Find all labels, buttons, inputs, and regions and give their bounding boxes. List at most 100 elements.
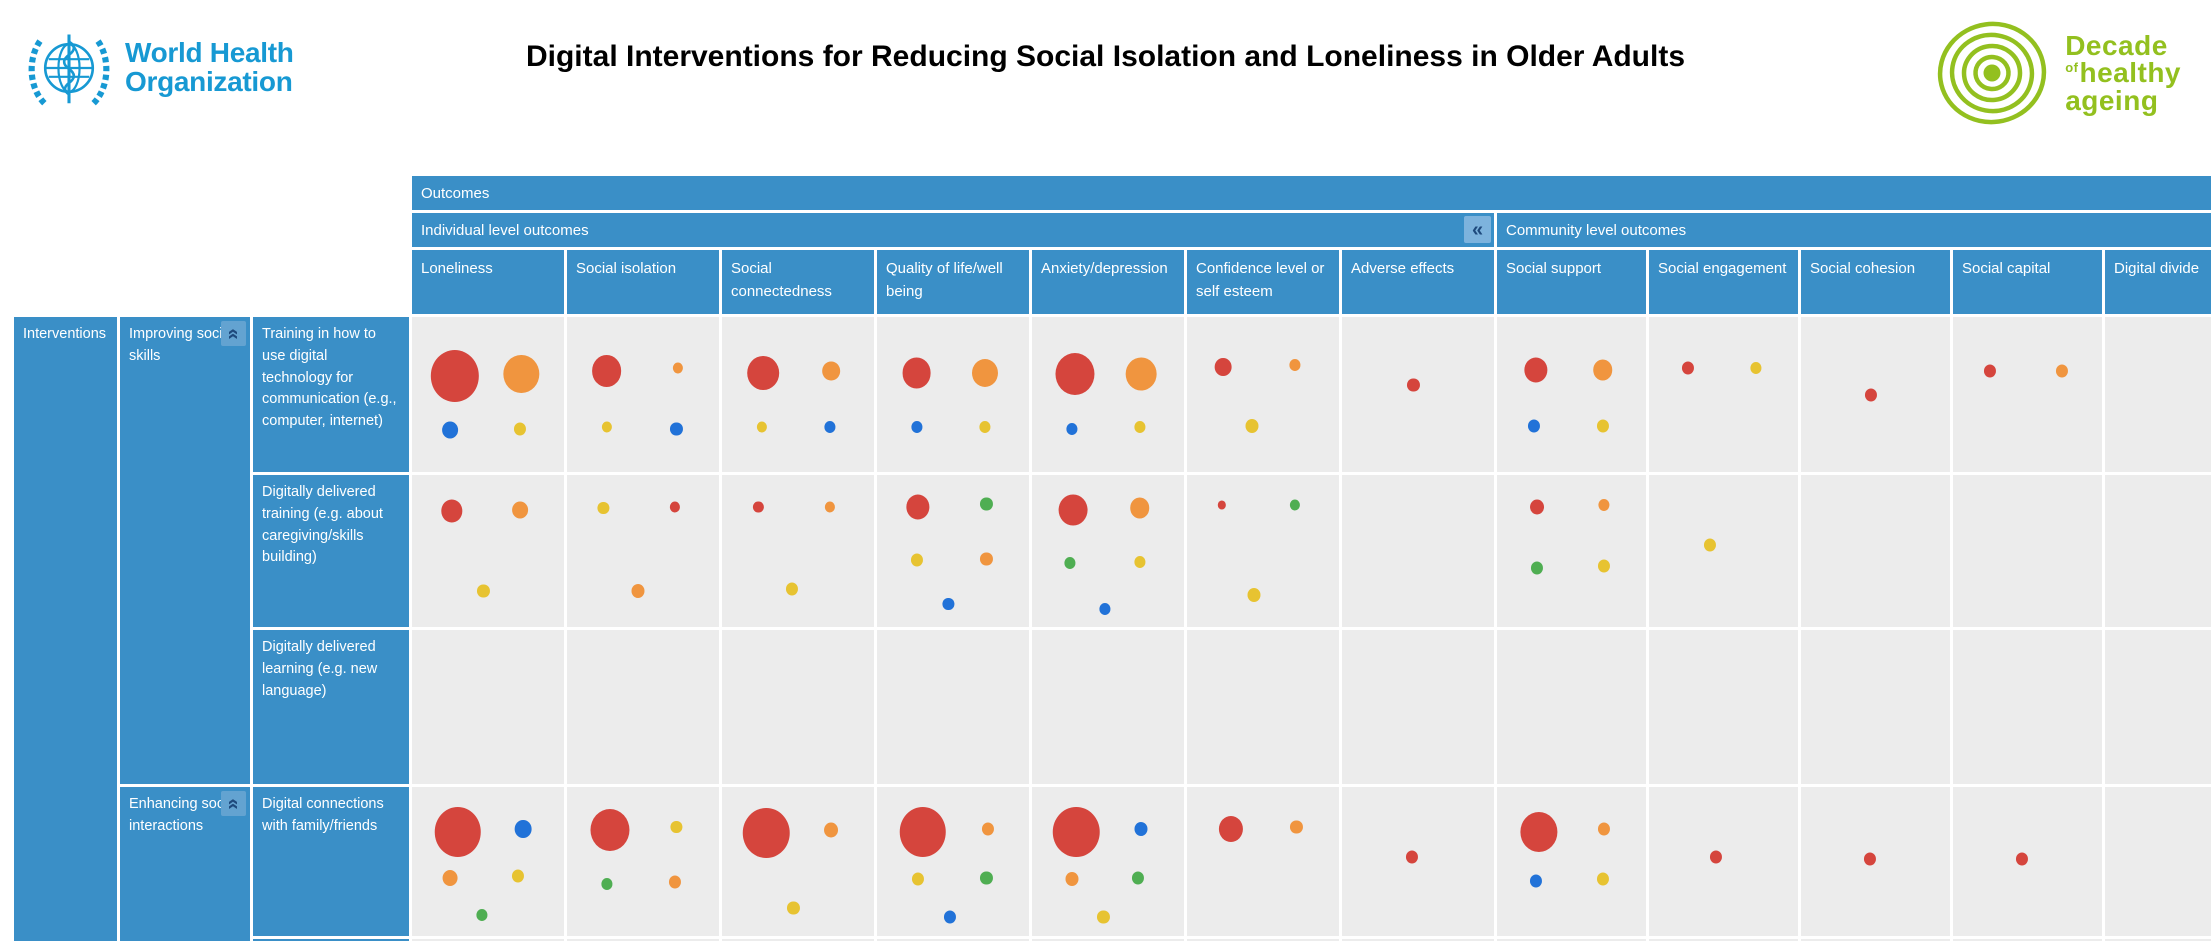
cell-r4-c0[interactable] [412,939,564,941]
bubble-yellow[interactable] [1097,910,1110,924]
bubble-orange[interactable] [512,501,528,519]
bubble-red[interactable] [434,806,481,857]
bubble-orange[interactable] [971,358,998,387]
bubble-yellow[interactable] [1247,588,1261,603]
bubble-red[interactable] [1055,353,1095,396]
bubble-orange[interactable] [631,583,645,598]
bubble-yellow[interactable] [601,421,612,433]
cell-r2-c8[interactable] [1649,630,1798,784]
bubble-orange[interactable] [1130,497,1150,519]
cell-r4-c11[interactable] [2105,939,2211,941]
bubble-blue[interactable] [514,819,532,838]
bubble-yellow[interactable] [512,869,525,883]
bubble-red[interactable] [2015,852,2028,866]
bubble-red[interactable] [747,355,779,390]
cell-r1-c2[interactable] [722,475,874,627]
bubble-yellow[interactable] [513,422,526,436]
bubble-blue[interactable] [1065,422,1078,435]
cell-r3-c6[interactable] [1342,787,1494,936]
cell-r2-c5[interactable] [1187,630,1339,784]
bubble-red[interactable] [1681,361,1694,375]
bubble-red[interactable] [590,809,630,852]
cell-r1-c8[interactable] [1649,475,1798,627]
bubble-red[interactable] [669,501,681,513]
bubble-yellow[interactable] [979,421,991,434]
cell-r3-c8[interactable] [1649,787,1798,936]
bubble-green[interactable] [600,877,613,890]
bubble-red[interactable] [1863,852,1876,866]
cell-r4-c10[interactable] [1953,939,2102,941]
cell-r2-c4[interactable] [1032,630,1184,784]
cell-r4-c8[interactable] [1649,939,1798,941]
bubble-orange[interactable] [1598,822,1611,836]
bubble-yellow[interactable] [1750,362,1762,375]
cell-r4-c9[interactable] [1801,939,1950,941]
bubble-red[interactable] [899,806,946,857]
bubble-red[interactable] [1530,499,1545,515]
collapse-individual-outcomes-button[interactable]: « [1464,216,1491,243]
bubble-red[interactable] [440,499,463,523]
cell-r2-c11[interactable] [2105,630,2211,784]
cell-r1-c1[interactable] [567,475,719,627]
bubble-yellow[interactable] [1134,421,1146,434]
cell-r0-c7[interactable] [1497,317,1646,472]
cell-r4-c2[interactable] [722,939,874,941]
bubble-orange[interactable] [1126,357,1157,391]
bubble-red[interactable] [1710,850,1723,864]
cell-r4-c3[interactable] [877,939,1029,941]
bubble-red[interactable] [1215,357,1232,376]
bubble-red[interactable] [591,355,622,388]
bubble-yellow[interactable] [785,582,798,596]
bubble-orange[interactable] [503,355,540,394]
bubble-red[interactable] [753,501,764,513]
bubble-blue[interactable] [1099,602,1111,615]
bubble-yellow[interactable] [910,553,923,567]
cell-r0-c2[interactable] [722,317,874,472]
bubble-blue[interactable] [824,421,836,434]
cell-r4-c4[interactable] [1032,939,1184,941]
bubble-red[interactable] [1217,500,1227,510]
bubble-blue[interactable] [1528,419,1541,432]
bubble-orange[interactable] [672,362,684,374]
bubble-yellow[interactable] [1704,538,1717,552]
bubble-orange[interactable] [1593,359,1613,381]
cell-r3-c11[interactable] [2105,787,2211,936]
bubble-green[interactable] [1289,499,1301,511]
cell-r4-c7[interactable] [1497,939,1646,941]
cell-r1-c5[interactable] [1187,475,1339,627]
bubble-yellow[interactable] [477,584,490,598]
bubble-blue[interactable] [942,598,955,611]
cell-r1-c11[interactable] [2105,475,2211,627]
bubble-red[interactable] [906,494,930,520]
bubble-red[interactable] [1984,364,1997,378]
cell-r3-c4[interactable] [1032,787,1184,936]
cell-r1-c0[interactable] [412,475,564,627]
bubble-red[interactable] [1058,494,1088,526]
cell-r1-c7[interactable] [1497,475,1646,627]
bubble-yellow[interactable] [1134,555,1146,568]
cell-r3-c0[interactable] [412,787,564,936]
bubble-blue[interactable] [943,910,956,924]
bubble-red[interactable] [1520,811,1558,852]
collapse-group-button[interactable]: « [221,791,246,816]
cell-r0-c5[interactable] [1187,317,1339,472]
bubble-orange[interactable] [1598,499,1610,512]
bubble-yellow[interactable] [670,821,683,834]
bubble-orange[interactable] [1065,872,1079,887]
bubble-red[interactable] [1864,388,1878,401]
collapse-group-button[interactable]: « [221,321,246,346]
bubble-yellow[interactable] [597,502,610,515]
bubble-red[interactable] [1407,378,1420,392]
bubble-red[interactable] [742,808,790,859]
cell-r2-c7[interactable] [1497,630,1646,784]
cell-r2-c1[interactable] [567,630,719,784]
cell-r0-c9[interactable] [1801,317,1950,472]
cell-r2-c2[interactable] [722,630,874,784]
bubble-yellow[interactable] [1596,872,1609,886]
cell-r0-c3[interactable] [877,317,1029,472]
bubble-red[interactable] [1524,357,1548,383]
bubble-orange[interactable] [2055,364,2068,378]
cell-r4-c5[interactable] [1187,939,1339,941]
bubble-blue[interactable] [910,421,923,434]
bubble-green[interactable] [1064,557,1076,570]
